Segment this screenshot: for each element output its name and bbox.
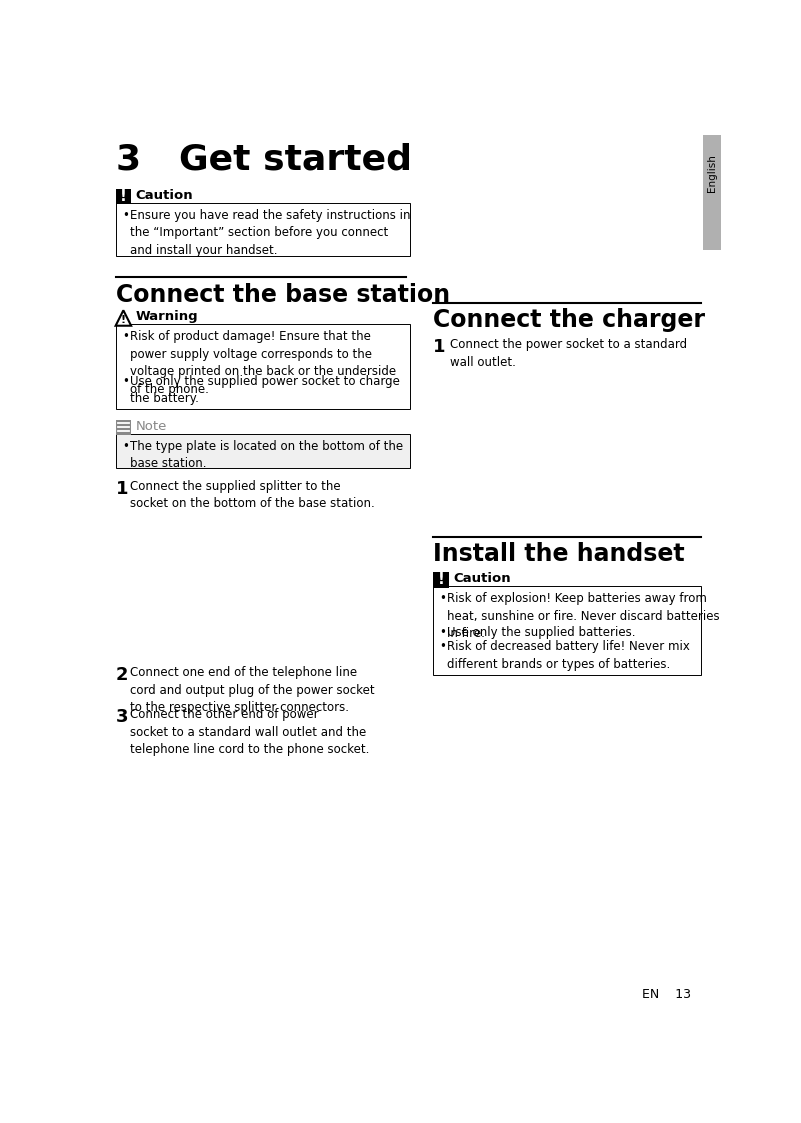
Text: Use only the supplied power socket to charge
the battery.: Use only the supplied power socket to ch… [130, 375, 400, 405]
Bar [433, 572, 449, 587]
Text: English: English [707, 154, 717, 192]
Text: •: • [122, 375, 129, 387]
Text: 2: 2 [115, 666, 128, 684]
Text: •: • [122, 209, 129, 221]
Bar [115, 325, 410, 409]
Text: •: • [440, 640, 446, 654]
Text: •: • [122, 330, 129, 344]
Text: Connect the supplied splitter to the
socket on the bottom of the base station.: Connect the supplied splitter to the soc… [130, 480, 374, 510]
Text: Risk of product damage! Ensure that the
power supply voltage corresponds to the
: Risk of product damage! Ensure that the … [130, 330, 396, 395]
Polygon shape [115, 310, 131, 326]
Text: 3: 3 [115, 709, 128, 727]
Text: Ensure you have read the safety instructions in
the “Important” section before y: Ensure you have read the safety instruct… [130, 209, 410, 257]
Bar [703, 97, 721, 250]
Bar [433, 138, 682, 293]
Text: Connect one end of the telephone line
cord and output plug of the power socket
t: Connect one end of the telephone line co… [130, 666, 374, 714]
Text: •: • [440, 627, 446, 639]
Bar [440, 369, 680, 523]
Bar [115, 189, 131, 204]
Text: Connect the base station: Connect the base station [115, 283, 449, 307]
Text: Note: Note [136, 420, 167, 432]
Text: Risk of explosion! Keep batteries away from
heat, sunshine or fire. Never discar: Risk of explosion! Keep batteries away f… [447, 592, 720, 640]
Text: Use only the supplied batteries.: Use only the supplied batteries. [447, 627, 636, 639]
Text: Connect the power socket to a standard
wall outlet.: Connect the power socket to a standard w… [450, 338, 687, 368]
Text: Connect the charger: Connect the charger [433, 308, 706, 332]
Text: 3   Get started: 3 Get started [115, 143, 412, 176]
Text: •: • [440, 592, 446, 605]
Text: The type plate is located on the bottom of the
base station.: The type plate is located on the bottom … [130, 440, 403, 471]
Text: !: ! [437, 573, 445, 587]
Text: Risk of decreased battery life! Never mix
different brands or types of batteries: Risk of decreased battery life! Never mi… [447, 640, 690, 670]
Bar [433, 586, 701, 675]
Text: 1: 1 [433, 338, 446, 356]
Bar [115, 202, 410, 256]
Text: EN    13: EN 13 [642, 988, 690, 1001]
Text: !: ! [120, 189, 127, 204]
Bar [115, 433, 410, 468]
Text: Caution: Caution [136, 189, 193, 202]
Text: Connect the other end of power
socket to a standard wall outlet and the
telephon: Connect the other end of power socket to… [130, 709, 369, 757]
Text: 1: 1 [115, 480, 128, 497]
Text: Warning: Warning [136, 310, 199, 323]
Text: !: ! [121, 314, 126, 325]
Text: Install the handset: Install the handset [433, 542, 685, 566]
Bar [115, 504, 395, 655]
Text: Caution: Caution [453, 572, 511, 585]
Text: •: • [122, 440, 129, 453]
Bar [115, 420, 131, 435]
